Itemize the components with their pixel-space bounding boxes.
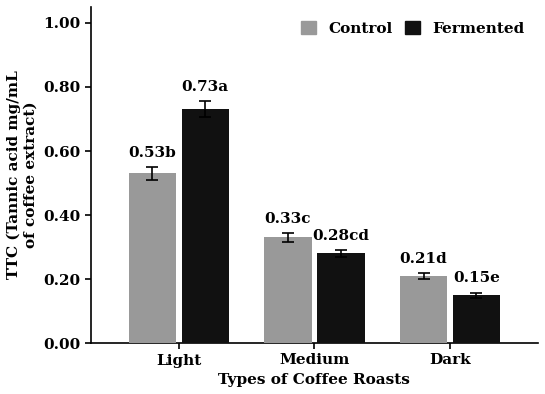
Text: 0.33c: 0.33c	[265, 212, 311, 226]
Legend: Control, Fermented: Control, Fermented	[294, 15, 530, 42]
X-axis label: Types of Coffee Roasts: Types of Coffee Roasts	[219, 373, 410, 387]
Bar	[264, 238, 312, 343]
Bar	[400, 276, 447, 343]
Text: 0.53b: 0.53b	[129, 146, 176, 160]
Text: 0.73a: 0.73a	[181, 80, 229, 94]
Text: 0.21d: 0.21d	[399, 252, 447, 266]
Text: 0.28cd: 0.28cd	[312, 229, 370, 243]
Y-axis label: TTC (Tannic acid mg/mL
of coffee extract): TTC (Tannic acid mg/mL of coffee extract…	[7, 71, 38, 279]
Bar	[317, 253, 365, 343]
Bar	[129, 173, 176, 343]
Text: 0.15e: 0.15e	[453, 271, 500, 286]
Bar	[453, 295, 500, 343]
Bar	[181, 110, 229, 343]
